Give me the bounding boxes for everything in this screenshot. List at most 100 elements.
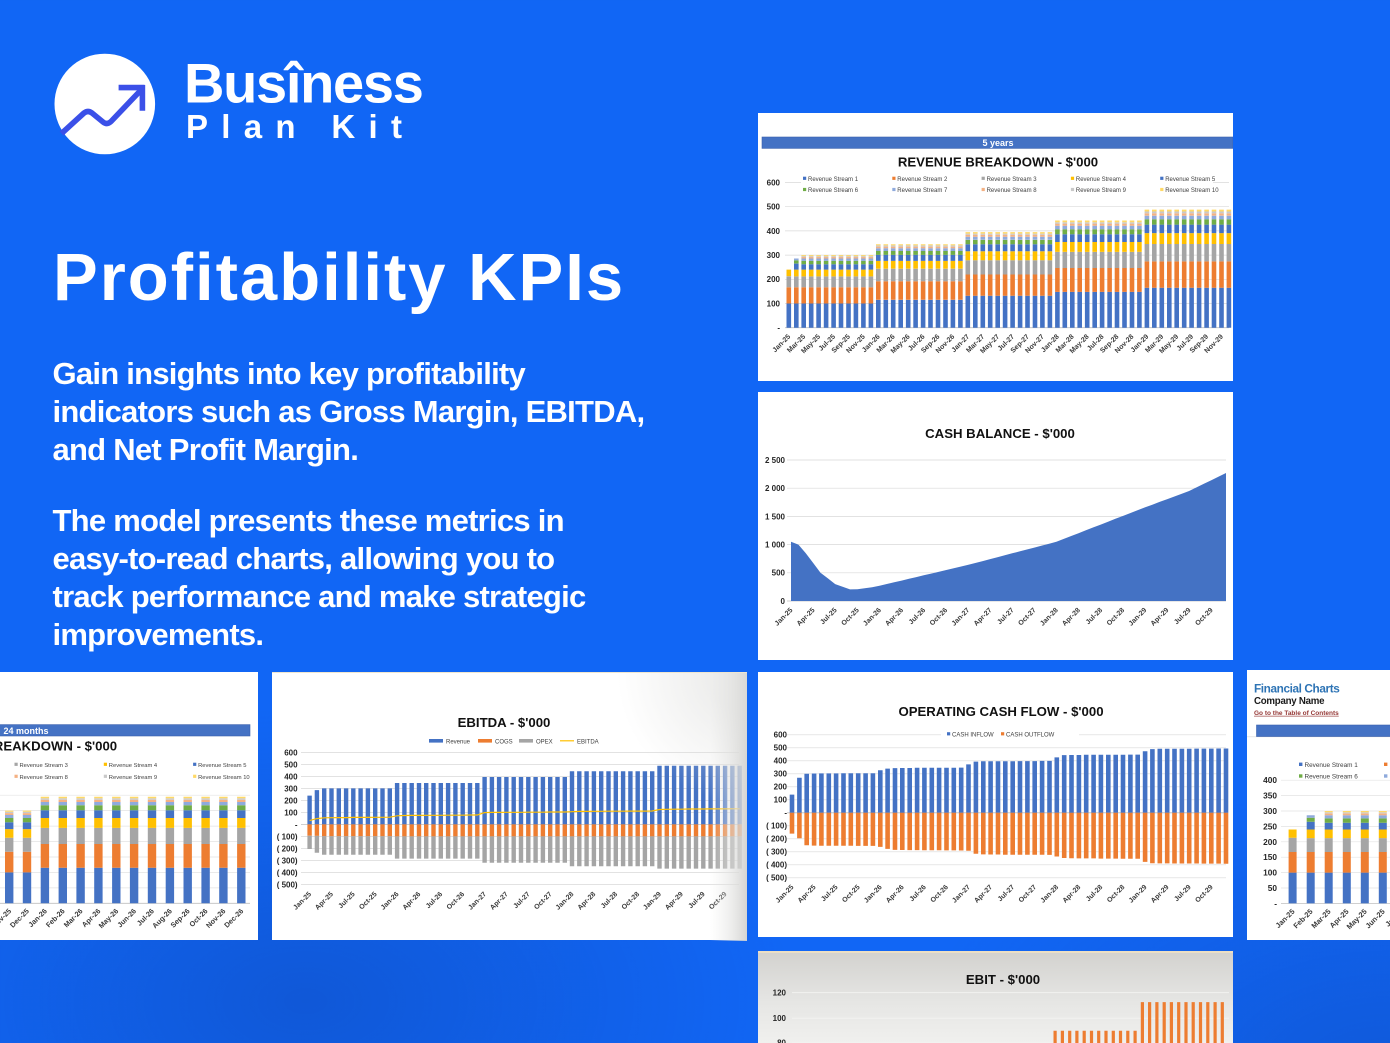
svg-text:Oct-27: Oct-27 <box>533 891 553 911</box>
svg-text:500: 500 <box>772 569 786 578</box>
svg-text:Jul-28: Jul-28 <box>1085 884 1104 903</box>
svg-text:Revenue Stream 3: Revenue Stream 3 <box>987 177 1038 183</box>
svg-text:REVENUE BREAKDOWN - $'000: REVENUE BREAKDOWN - $'000 <box>898 155 1098 170</box>
svg-text:1 500: 1 500 <box>765 512 786 521</box>
svg-text:and Net Profit Margin.: and Net Profit Margin. <box>53 432 359 467</box>
svg-text:Revenue Stream 2: Revenue Stream 2 <box>897 177 948 183</box>
svg-text:Plan Kit: Plan Kit <box>186 108 415 145</box>
svg-text:2 500: 2 500 <box>765 456 786 465</box>
svg-text:( 100): ( 100) <box>277 832 298 841</box>
svg-text:( 200): ( 200) <box>277 844 298 853</box>
svg-text:Oct-26: Oct-26 <box>930 884 950 904</box>
svg-text:Feb-26: Feb-26 <box>44 907 67 930</box>
svg-text:100: 100 <box>1263 868 1277 878</box>
svg-text:CASH OUTFLOW: CASH OUTFLOW <box>1006 732 1055 738</box>
svg-text:Gain insights into key profita: Gain insights into key profitability <box>53 356 527 391</box>
svg-text:indicators such as Gross Margi: indicators such as Gross Margin, EBITDA, <box>53 394 645 429</box>
svg-text:Jul-29: Jul-29 <box>1173 607 1192 626</box>
svg-text:Oct-29: Oct-29 <box>1194 884 1214 904</box>
svg-text:150: 150 <box>1263 852 1277 862</box>
svg-text:500: 500 <box>767 203 781 212</box>
svg-text:Apr-25: Apr-25 <box>796 607 817 628</box>
svg-text:Aug-26: Aug-26 <box>150 907 174 931</box>
svg-text:( 300): ( 300) <box>766 848 787 857</box>
svg-text:Apr-26: Apr-26 <box>402 891 423 912</box>
svg-text:Oct-25: Oct-25 <box>840 607 860 627</box>
svg-text:improvements.: improvements. <box>53 617 264 652</box>
svg-text:Apr-28: Apr-28 <box>1061 607 1082 628</box>
svg-text:Oct-26: Oct-26 <box>446 891 466 911</box>
svg-text:Jul-25: Jul-25 <box>820 884 839 903</box>
svg-text:Jul-27: Jul-27 <box>996 607 1015 626</box>
svg-text:( 400): ( 400) <box>277 868 298 877</box>
svg-text:Apr-27: Apr-27 <box>973 607 994 628</box>
svg-text:400: 400 <box>774 757 788 766</box>
svg-text:( 500): ( 500) <box>277 880 298 889</box>
svg-text:May-26: May-26 <box>97 907 121 931</box>
svg-text:350: 350 <box>1263 791 1277 801</box>
svg-text:Jan-29: Jan-29 <box>642 891 663 912</box>
svg-text:100: 100 <box>774 796 788 805</box>
svg-text:Jan-26: Jan-26 <box>380 891 401 912</box>
svg-text:Revenue Stream 4: Revenue Stream 4 <box>1076 177 1127 183</box>
svg-text:Apr-28: Apr-28 <box>577 891 598 912</box>
svg-text:400: 400 <box>1263 775 1277 785</box>
svg-text:200: 200 <box>1263 837 1277 847</box>
svg-text:Jan-27: Jan-27 <box>951 884 972 905</box>
svg-text:( 400): ( 400) <box>766 861 787 870</box>
svg-text:Jan-26: Jan-26 <box>863 884 884 905</box>
svg-text:200: 200 <box>774 783 788 792</box>
svg-text:200: 200 <box>284 796 298 805</box>
svg-text:Apr-29: Apr-29 <box>1150 607 1171 628</box>
svg-text:Apr-26: Apr-26 <box>885 884 906 905</box>
svg-text:Jul-27: Jul-27 <box>512 891 531 910</box>
svg-text:120: 120 <box>773 989 787 998</box>
svg-text:Jul-27: Jul-27 <box>997 884 1016 903</box>
svg-text:Oct-25: Oct-25 <box>358 891 378 911</box>
svg-text:-: - <box>784 809 787 818</box>
svg-text:Profitability KPIs: Profitability KPIs <box>53 240 625 315</box>
svg-text:80: 80 <box>777 1038 786 1043</box>
svg-text:Oct-29: Oct-29 <box>1194 607 1214 627</box>
svg-text:Jan-25: Jan-25 <box>292 891 313 912</box>
svg-text:CASH INFLOW: CASH INFLOW <box>952 732 994 738</box>
svg-text:500: 500 <box>774 744 788 753</box>
svg-text:( 100): ( 100) <box>766 822 787 831</box>
svg-text:Jan-28: Jan-28 <box>1040 884 1061 905</box>
svg-text:Oct-27: Oct-27 <box>1017 607 1037 627</box>
svg-text:REVENUE BREAKDOWN - $'000: REVENUE BREAKDOWN - $'000 <box>0 739 117 754</box>
svg-text:Jun-26: Jun-26 <box>115 907 138 930</box>
svg-text:Revenue Stream 10: Revenue Stream 10 <box>198 775 250 781</box>
svg-text:Apr-27: Apr-27 <box>489 891 510 912</box>
svg-text:600: 600 <box>767 178 781 187</box>
svg-text:Oct-28: Oct-28 <box>1106 607 1126 627</box>
svg-text:Apr-25: Apr-25 <box>314 891 335 912</box>
svg-text:Apr-26: Apr-26 <box>884 607 905 628</box>
svg-text:Jul-26: Jul-26 <box>908 607 927 626</box>
svg-text:Revenue Stream 1: Revenue Stream 1 <box>808 177 859 183</box>
svg-text:Go to the Table of Contents: Go to the Table of Contents <box>1254 710 1339 717</box>
svg-text:100: 100 <box>284 808 298 817</box>
svg-text:Dec-26: Dec-26 <box>222 907 245 930</box>
svg-text:Jan-25: Jan-25 <box>775 884 796 905</box>
svg-text:Revenue Stream 6: Revenue Stream 6 <box>808 188 859 194</box>
svg-text:Revenue: Revenue <box>446 739 471 745</box>
svg-text:( 500): ( 500) <box>766 874 787 883</box>
svg-text:Mar-26: Mar-26 <box>62 907 85 930</box>
svg-text:Revenue Stream 8: Revenue Stream 8 <box>987 188 1038 194</box>
svg-text:24 months: 24 months <box>3 726 48 736</box>
svg-text:easy-to-read charts, allowing: easy-to-read charts, allowing you to <box>53 541 555 576</box>
svg-text:OPEX: OPEX <box>536 739 553 745</box>
svg-text:2 000: 2 000 <box>765 484 786 493</box>
svg-text:Revenue Stream 4: Revenue Stream 4 <box>109 763 158 769</box>
svg-text:Jul-25: Jul-25 <box>337 891 356 910</box>
svg-text:Oct-25: Oct-25 <box>841 884 861 904</box>
svg-text:500: 500 <box>284 760 298 769</box>
svg-text:Revenue Stream 8: Revenue Stream 8 <box>20 775 68 781</box>
svg-text:Jul-28: Jul-28 <box>1085 607 1104 626</box>
svg-text:Sep-26: Sep-26 <box>169 907 192 930</box>
svg-text:Revenue Stream 9: Revenue Stream 9 <box>109 775 157 781</box>
svg-text:300: 300 <box>284 784 298 793</box>
svg-text:250: 250 <box>1263 821 1277 831</box>
svg-text:400: 400 <box>767 227 781 236</box>
